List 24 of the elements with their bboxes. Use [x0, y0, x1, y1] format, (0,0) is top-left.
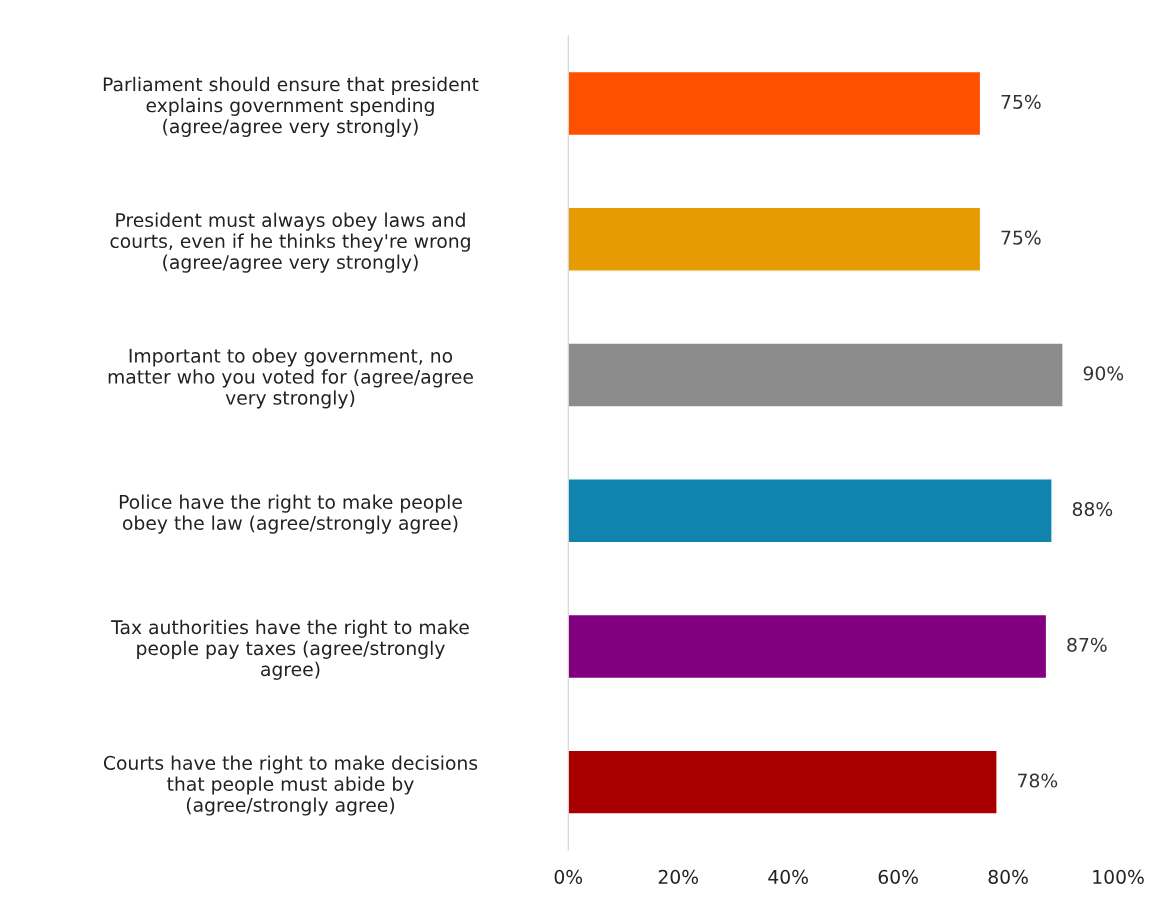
x-tick-label: 80%	[988, 869, 1028, 884]
bar	[568, 342, 1064, 408]
y-tick-label: Police have the right to make people obey the law (agree/strongly agree)	[119, 494, 462, 534]
y-tick-label: Tax authorities have the right to make people pay taxes (agree/strongly agree)	[111, 619, 469, 680]
data-label: 88%	[1072, 501, 1113, 517]
data-label: 78%	[1018, 773, 1058, 788]
x-tick-label: 100%	[1093, 869, 1144, 884]
bar	[568, 478, 1053, 544]
bar	[568, 206, 982, 272]
bar	[568, 749, 998, 815]
y-tick-label: Parliament should ensure that president explains government spending (agree/agree very strongly)	[103, 76, 479, 137]
x-tick-label: 60%	[878, 869, 918, 884]
x-tick-label: 20%	[658, 869, 699, 884]
data-label: 90%	[1083, 366, 1124, 381]
data-label: 75%	[1001, 94, 1041, 109]
bar	[568, 613, 1048, 680]
y-tick-label: Important to obey government, no matter who you voted for (agree/agree very strongly)	[108, 348, 473, 409]
data-label: 87%	[1067, 637, 1107, 652]
data-label: 75%	[1001, 230, 1041, 245]
bar	[568, 70, 982, 137]
y-tick-label: Courts have the right to make decisions that people must abide by (agree/strongly agree)	[103, 755, 478, 816]
x-tick-label: 40%	[768, 869, 808, 884]
x-tick-label: 0%	[554, 869, 583, 884]
y-tick-label: President must always obey laws and courts, even if he thinks they're wrong (agree/agree very strongly)	[110, 212, 470, 273]
